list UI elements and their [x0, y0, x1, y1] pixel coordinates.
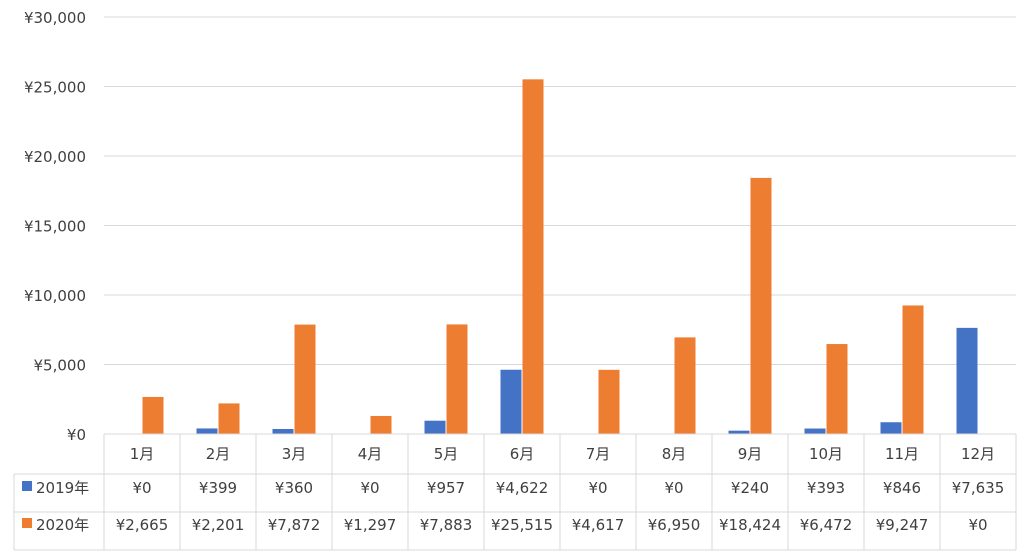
x-tick-label: 5月	[434, 445, 459, 463]
x-tick-label: 7月	[586, 445, 611, 463]
bar-series-0	[728, 430, 750, 434]
data-label: ¥846	[883, 479, 921, 497]
bar-series-0	[424, 420, 446, 434]
legend-key-swatch	[22, 481, 32, 491]
data-label: ¥7,872	[268, 516, 321, 534]
y-tick-label: ¥30,000	[24, 9, 86, 27]
data-label: ¥6,950	[648, 516, 701, 534]
data-label: ¥240	[731, 479, 769, 497]
legend-series-name: 2019年	[36, 479, 89, 497]
data-label: ¥957	[427, 479, 465, 497]
x-tick-label: 9月	[738, 445, 763, 463]
legend-series-name: 2020年	[36, 516, 89, 534]
data-table: 1月 2月 3月 4月 5月 6月 7月 8月 9月 10月 11月 12月 2019年 ¥0 ¥399 ¥3…	[13, 433, 1017, 551]
x-tick-label: 8月	[662, 445, 687, 463]
y-tick-label: ¥0	[67, 426, 86, 444]
bar-series-0	[500, 369, 522, 434]
bar-series-1	[750, 177, 772, 434]
x-tick-label: 3月	[282, 445, 307, 463]
bar-series-0	[804, 428, 826, 434]
data-label: ¥393	[807, 479, 845, 497]
x-tick-label: 1月	[130, 445, 155, 463]
bar-series-1	[674, 337, 696, 434]
x-tick-label: 12月	[961, 445, 995, 463]
y-tick-label: ¥10,000	[24, 287, 86, 305]
data-label: ¥7,635	[952, 479, 1005, 497]
data-label: ¥9,247	[876, 516, 929, 534]
bar-series-0	[196, 428, 218, 434]
data-label: ¥2,201	[192, 516, 245, 534]
bar-series-1	[522, 79, 544, 435]
y-tick-label: ¥15,000	[24, 218, 86, 236]
x-tick-label: 10月	[809, 445, 843, 463]
data-label: ¥360	[275, 479, 313, 497]
bar-series-1	[598, 369, 620, 434]
data-label: ¥0	[588, 479, 607, 497]
bar-series-1	[142, 396, 164, 434]
y-tick-label: ¥20,000	[24, 148, 86, 166]
data-label: ¥6,472	[800, 516, 853, 534]
data-label: ¥0	[968, 516, 987, 534]
data-label: ¥0	[360, 479, 379, 497]
data-label: ¥18,424	[719, 516, 781, 534]
y-axis-tick-labels: ¥0 ¥5,000 ¥10,000 ¥15,000 ¥20,000 ¥25,000 ¥30,…	[24, 9, 86, 444]
data-label: ¥0	[132, 479, 151, 497]
legend-key-swatch	[22, 518, 32, 528]
x-tick-label: 6月	[510, 445, 535, 463]
y-tick-label: ¥5,000	[34, 357, 87, 375]
data-label: ¥4,622	[496, 479, 549, 497]
data-label: ¥0	[664, 479, 683, 497]
bar-series-1	[294, 324, 316, 434]
data-label: ¥25,515	[491, 516, 553, 534]
data-label: ¥399	[199, 479, 237, 497]
data-label: ¥7,883	[420, 516, 473, 534]
gridlines	[104, 16, 1016, 365]
x-tick-label: 4月	[358, 445, 383, 463]
y-tick-label: ¥25,000	[24, 79, 86, 97]
data-label: ¥4,617	[572, 516, 625, 534]
bar-series-0	[956, 327, 978, 434]
bar-series-0	[272, 428, 294, 434]
bar-series-1	[826, 344, 848, 434]
data-label: ¥2,665	[116, 516, 169, 534]
bars	[142, 79, 978, 435]
bar-series-1	[218, 403, 240, 434]
bar-series-1	[446, 324, 468, 434]
x-tick-label: 2月	[206, 445, 231, 463]
x-tick-label: 11月	[885, 445, 919, 463]
bar-series-1	[902, 305, 924, 434]
bar-series-1	[370, 415, 392, 434]
data-label: ¥1,297	[344, 516, 397, 534]
bar-series-0	[880, 422, 902, 434]
